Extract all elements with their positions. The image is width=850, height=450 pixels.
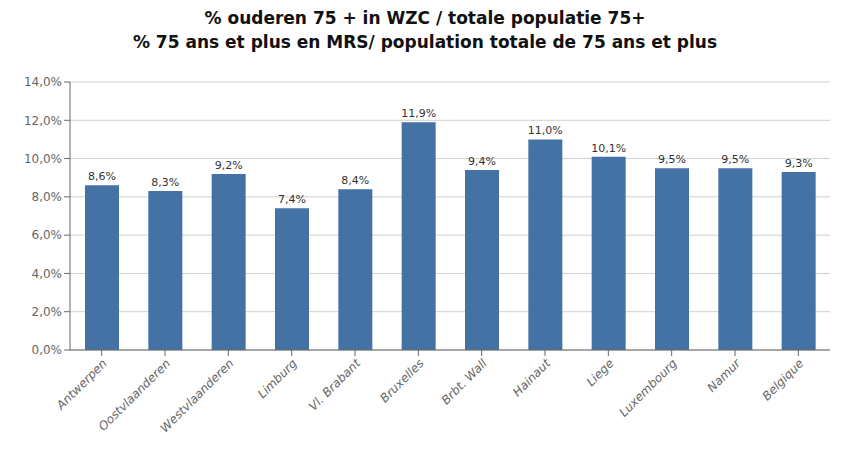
svg-text:0,0%: 0,0% (32, 343, 63, 357)
svg-text:9,5%: 9,5% (658, 153, 686, 166)
svg-text:11,0%: 11,0% (528, 124, 563, 137)
svg-text:14,0%: 14,0% (24, 75, 62, 89)
svg-text:8,0%: 8,0% (32, 190, 63, 204)
svg-text:9,2%: 9,2% (215, 159, 243, 172)
svg-text:10,0%: 10,0% (24, 152, 62, 166)
svg-text:Namur: Namur (705, 355, 744, 394)
svg-text:8,3%: 8,3% (151, 176, 179, 189)
svg-text:Brbt. Wall: Brbt. Wall (439, 356, 491, 408)
svg-text:Limburg: Limburg (255, 356, 300, 401)
svg-text:Hainaut: Hainaut (510, 355, 554, 399)
svg-text:Luxembourg: Luxembourg (616, 356, 680, 420)
svg-text:Oostvlaanderen: Oostvlaanderen (95, 356, 174, 434)
svg-text:Vl. Brabant: Vl. Brabant (306, 355, 364, 413)
svg-text:Liege: Liege (584, 356, 617, 389)
svg-text:7,4%: 7,4% (278, 193, 306, 206)
svg-text:9,5%: 9,5% (721, 153, 749, 166)
svg-text:8,6%: 8,6% (88, 170, 116, 183)
svg-text:9,3%: 9,3% (785, 157, 813, 170)
svg-text:11,9%: 11,9% (401, 107, 436, 120)
svg-text:Westvlaanderen: Westvlaanderen (157, 356, 236, 435)
html-text:% 75 ans et plus en MRS/ popul: % 75 ans et plus en MRS/ population tota… (132, 32, 718, 52)
svg-text:12,0%: 12,0% (24, 114, 62, 128)
svg-text:Belgique: Belgique (759, 356, 806, 403)
svg-text:9,4%: 9,4% (468, 155, 496, 168)
svg-text:4,0%: 4,0% (32, 267, 63, 281)
svg-text:2,0%: 2,0% (32, 305, 63, 319)
svg-text:6,0%: 6,0% (32, 228, 63, 242)
svg-text:Bruxelles: Bruxelles (377, 356, 426, 405)
svg-text:10,1%: 10,1% (591, 142, 626, 155)
svg-text:Antwerpen: Antwerpen (53, 356, 110, 413)
svg-text:8,4%: 8,4% (341, 174, 369, 187)
html-text:% ouderen 75 + in WZC / totale: % ouderen 75 + in WZC / totale populatie… (204, 8, 646, 29)
